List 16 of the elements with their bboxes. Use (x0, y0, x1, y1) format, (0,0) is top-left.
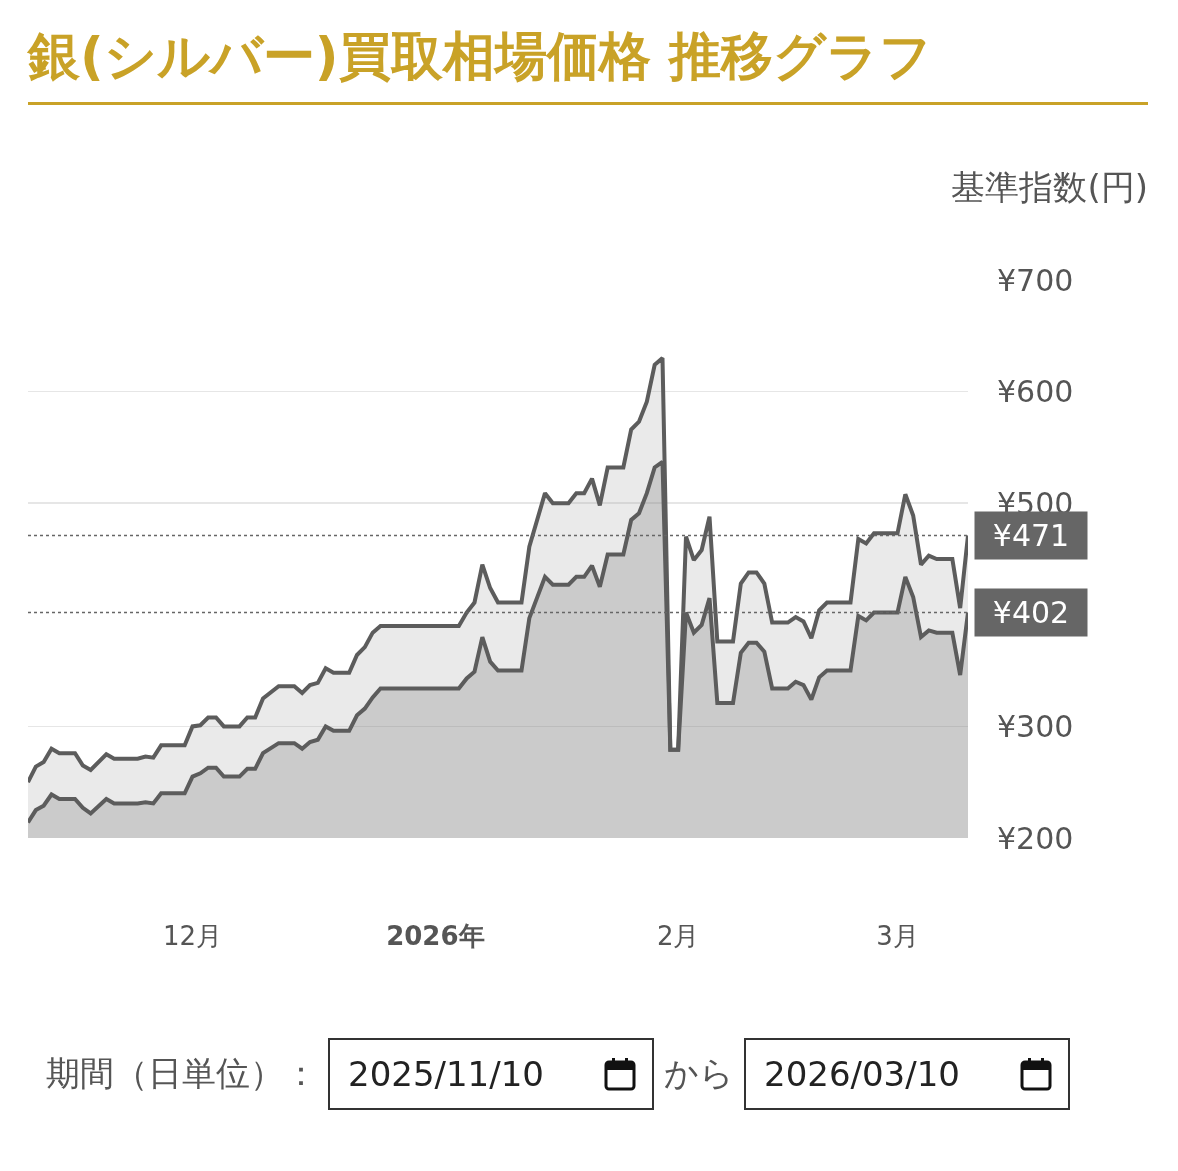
x-tick-label: 3月 (876, 921, 919, 951)
x-tick-label: 2月 (656, 921, 700, 951)
text: から (664, 1052, 734, 1095)
x-tick-label: 2026年 (386, 921, 485, 951)
chart-title: 銀(シルバー)買取相場価格 推移グラフ (28, 22, 1148, 105)
text: 2026/03/10 (764, 1054, 960, 1094)
y-tick-label: ¥200 (997, 820, 1074, 856)
text: 期間（日単位）： (46, 1052, 318, 1095)
y-axis-title: 基準指数(円) (951, 166, 1148, 209)
ref-line-label: ¥471 (992, 518, 1070, 553)
y-tick-label: ¥600 (997, 374, 1074, 410)
text: 2025/11/10 (348, 1054, 544, 1094)
y-tick-label: ¥700 (997, 262, 1074, 298)
y-tick-label: ¥300 (997, 708, 1074, 744)
x-tick-label: 12月 (162, 921, 223, 951)
ref-line-label: ¥402 (992, 595, 1070, 630)
